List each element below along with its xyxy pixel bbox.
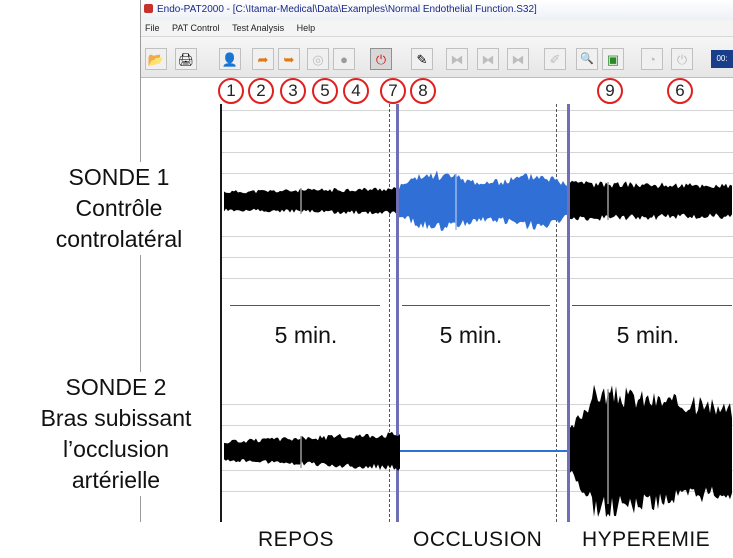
probe2-rest-waveform — [224, 431, 400, 471]
export-icon: ➦ — [257, 51, 269, 67]
calibrate-icon: ◎ — [312, 51, 324, 67]
probe1-label-line2: Contrôle — [75, 195, 163, 221]
probe2-label-line4: artérielle — [71, 467, 161, 493]
grid-line — [220, 404, 733, 405]
grid-line — [220, 173, 733, 174]
grid-line — [220, 257, 733, 258]
power-button[interactable]: ⏻ — [671, 48, 693, 70]
menu-file[interactable]: File — [145, 23, 160, 33]
grid-line — [220, 131, 733, 132]
rest-end-marker — [389, 104, 390, 522]
phase-rest-label: REPOS — [258, 528, 335, 551]
hyperemia-start-marker[interactable] — [567, 104, 570, 522]
grid-line — [220, 110, 733, 111]
callout-6: 6 — [667, 78, 693, 104]
segment-start-icon: ⧓ — [450, 51, 464, 67]
segment-start-button[interactable]: ⧓ — [446, 48, 468, 70]
phase-occlusion-label: OCCLUSION — [413, 528, 543, 551]
callout-4: 4 — [343, 78, 369, 104]
pen-button[interactable]: ✐ — [544, 48, 566, 70]
waveform-canvas — [224, 170, 732, 518]
open-file-button[interactable]: 📂 — [145, 48, 167, 70]
menu-bar: File PAT Control Test Analysis Help — [141, 20, 733, 37]
probe1-occlusion-waveform — [399, 170, 567, 231]
probe2-hyperemia-waveform — [570, 384, 732, 518]
probe2-label-line3: l’occlusion — [62, 436, 170, 462]
grid-line — [220, 278, 733, 279]
spreadsheet-button[interactable]: ▣ — [602, 48, 624, 70]
probe2-label-line1: SONDE 2 — [65, 374, 167, 400]
segment-mid-icon: ⧓ — [481, 51, 495, 67]
probe1-hyperemia-waveform — [570, 180, 732, 221]
timer-button[interactable]: ◔ — [641, 48, 663, 70]
callout-1: 1 — [218, 78, 244, 104]
grid-line — [220, 152, 733, 153]
segment-end-button[interactable]: ⧓ — [507, 48, 529, 70]
rest-duration-line — [230, 305, 380, 306]
pen-icon: ✐ — [549, 51, 561, 67]
app-icon — [144, 4, 153, 13]
probe1-rest-waveform — [224, 187, 396, 215]
marker-button[interactable]: ✎ — [411, 48, 433, 70]
grid-line — [220, 236, 733, 237]
patient-info-button[interactable]: 👤 — [219, 48, 241, 70]
grid-line — [220, 470, 733, 471]
timer-icon: ◔ — [648, 51, 656, 67]
zoom-icon: 🔍 — [580, 52, 594, 65]
record-icon: ● — [340, 51, 348, 67]
callout-9: 9 — [597, 78, 623, 104]
time-counter: 00: — [711, 50, 733, 68]
grid-line — [220, 425, 733, 426]
probe2-label-line2: Bras subissant — [40, 405, 192, 431]
probe2-label: SONDE 2 Bras subissant l’occlusion artér… — [14, 372, 218, 496]
export-button[interactable]: ➦ — [252, 48, 274, 70]
callout-8: 8 — [410, 78, 436, 104]
hyperemia-duration-line — [572, 305, 732, 306]
callout-3: 3 — [280, 78, 306, 104]
menu-pat-control[interactable]: PAT Control — [172, 23, 220, 33]
callout-7: 7 — [380, 78, 406, 104]
occlusion-duration-line — [402, 305, 550, 306]
stop-button[interactable]: ⏻ — [370, 48, 392, 70]
phase-hyperemia-label: HYPEREMIE — [582, 528, 711, 551]
print-button[interactable]: 🖨 — [175, 48, 197, 70]
power-icon: ⏻ — [676, 51, 688, 67]
import-icon: ➥ — [283, 51, 295, 67]
window-title: Endo-PAT2000 - [C:\Itamar-Medical\Data\E… — [157, 4, 537, 15]
signal-plot — [220, 104, 733, 522]
callout-2: 2 — [248, 78, 274, 104]
print-icon: 🖨 — [177, 51, 195, 67]
marker-icon: ✎ — [416, 51, 428, 67]
app-window: Endo-PAT2000 - [C:\Itamar-Medical\Data\E… — [140, 0, 733, 522]
grid-line — [220, 491, 733, 492]
stop-icon: ⏻ — [375, 51, 387, 67]
occlusion-end-marker — [556, 104, 557, 522]
probe1-label-line3: controlatéral — [55, 226, 183, 252]
hyperemia-duration-label: 5 min. — [616, 322, 680, 348]
toolbar: 📂 🖨 👤 ➦ ➥ ◎ ● ⏻ ✎ ⧓ ⧓ ⧓ ✐ 🔍 ▣ ◔ ⏻ 00: — [141, 37, 733, 78]
time-axis-line — [220, 104, 222, 522]
occlusion-start-marker[interactable] — [396, 104, 399, 522]
probe1-label: SONDE 1 Contrôle controlatéral — [30, 162, 208, 255]
segment-end-icon: ⧓ — [511, 51, 525, 67]
calibrate-button[interactable]: ◎ — [307, 48, 329, 70]
menu-test-analysis[interactable]: Test Analysis — [232, 23, 285, 33]
probe1-label-line1: SONDE 1 — [68, 164, 170, 190]
record-button[interactable]: ● — [333, 48, 355, 70]
spreadsheet-icon: ▣ — [606, 51, 620, 67]
patient-info-icon: 👤 — [221, 51, 239, 67]
occlusion-duration-label: 5 min. — [439, 322, 503, 348]
callout-5: 5 — [312, 78, 338, 104]
zoom-button[interactable]: 🔍 — [576, 48, 598, 70]
open-file-icon: 📂 — [147, 51, 165, 67]
import-button[interactable]: ➥ — [278, 48, 300, 70]
segment-mid-button[interactable]: ⧓ — [477, 48, 499, 70]
title-bar: Endo-PAT2000 - [C:\Itamar-Medical\Data\E… — [141, 0, 733, 20]
menu-help[interactable]: Help — [296, 23, 316, 33]
rest-duration-label: 5 min. — [274, 322, 338, 348]
